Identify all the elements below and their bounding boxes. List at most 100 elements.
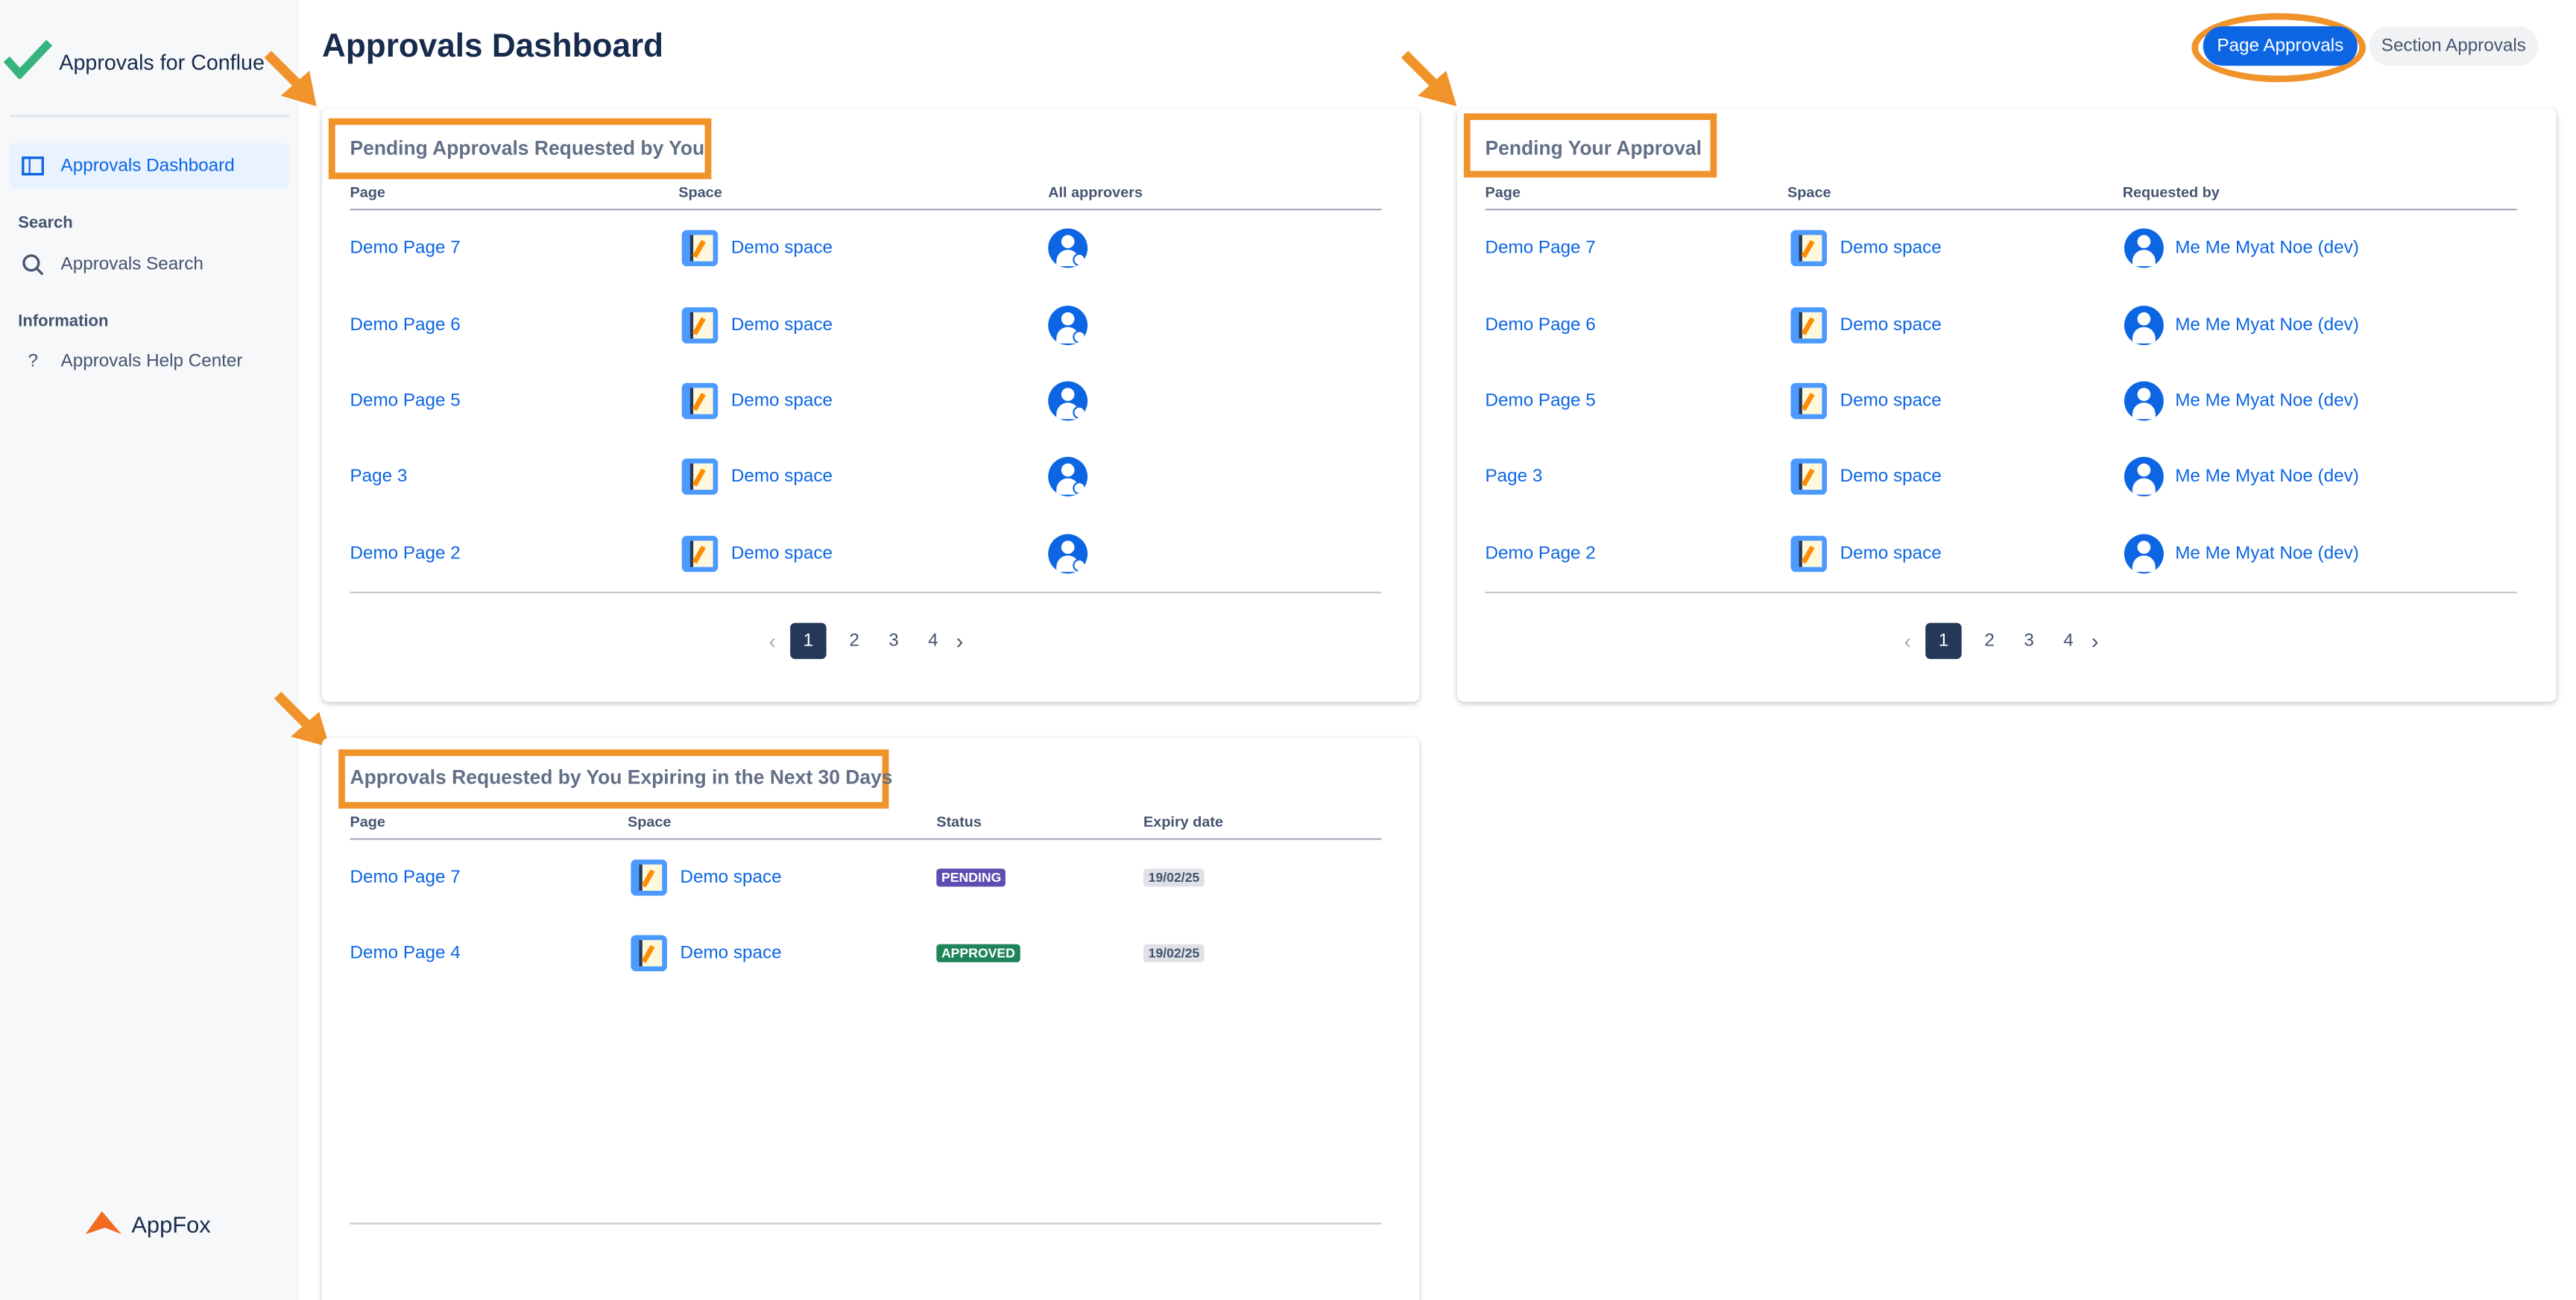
column-header: All approvers — [1048, 183, 1143, 201]
annotation-box — [338, 749, 889, 809]
column-header: Requested by — [2122, 183, 2220, 201]
space-icon — [1790, 306, 1827, 343]
space-link[interactable]: Demo space — [730, 315, 833, 335]
page-button[interactable]: 1 — [790, 622, 827, 660]
space-icon — [681, 458, 719, 495]
space-link[interactable]: Demo space — [1840, 543, 1942, 564]
header-line — [1485, 209, 2517, 211]
panel — [322, 108, 1420, 702]
user-link[interactable]: Me Me Myat Noe (dev) — [2175, 467, 2359, 487]
column-header: Space — [678, 183, 722, 201]
panel-title: Approvals Requested by You Expiring in t… — [350, 766, 893, 789]
date-lozenge: 19/02/25 — [1143, 944, 1205, 962]
avatar — [2124, 456, 2164, 496]
page-button[interactable]: 4 — [928, 631, 938, 651]
page-link[interactable]: Page 3 — [350, 467, 408, 487]
prev-page: ‹ — [1904, 628, 1912, 654]
avatar — [2124, 533, 2164, 573]
section-title: Search — [18, 214, 73, 233]
panel — [322, 737, 1420, 1300]
appfox-logo — [85, 1211, 122, 1234]
space-link[interactable]: Demo space — [1840, 238, 1942, 259]
space-icon — [681, 382, 719, 420]
sidebar — [0, 0, 300, 1300]
nav-item[interactable]: Approvals Search — [60, 254, 203, 275]
space-icon — [1790, 458, 1827, 495]
avatar — [2124, 304, 2164, 344]
page-button[interactable]: 2 — [1984, 631, 1995, 651]
divider — [10, 115, 289, 117]
page-button[interactable]: 2 — [849, 631, 859, 651]
next-page: › — [956, 628, 964, 654]
page-title: Approvals Dashboard — [322, 28, 664, 66]
status-lozenge: PENDING — [936, 868, 1006, 887]
page-button[interactable]: 1 — [1925, 622, 1962, 660]
space-icon — [681, 534, 719, 572]
space-icon — [1790, 382, 1827, 420]
user-link[interactable]: Me Me Myat Noe (dev) — [2175, 315, 2359, 335]
column-header: Page — [350, 183, 385, 201]
space-link[interactable]: Demo space — [730, 238, 833, 259]
prev-page: ‹ — [768, 628, 777, 654]
page-link[interactable]: Demo Page 6 — [350, 315, 461, 335]
annotation-box — [1463, 113, 1717, 178]
date-lozenge: 19/02/25 — [1143, 868, 1205, 887]
header-line — [350, 838, 1382, 840]
avatar — [2124, 228, 2164, 268]
section-title: Information — [18, 313, 109, 332]
status-lozenge: APPROVED — [936, 944, 1020, 962]
annotation-ellipse — [2191, 13, 2366, 83]
space-link[interactable]: Demo space — [680, 868, 782, 888]
nav-active[interactable] — [10, 142, 289, 189]
user-link[interactable]: Me Me Myat Noe (dev) — [2175, 391, 2359, 411]
app-name: Approvals for Conflue — [59, 50, 265, 75]
footer-brand: AppFox — [131, 1211, 211, 1238]
page-link[interactable]: Demo Page 7 — [350, 238, 461, 259]
footer-line — [350, 1222, 1382, 1225]
tab-active[interactable]: Page Approvals — [2203, 26, 2358, 66]
page-link[interactable]: Demo Page 4 — [350, 943, 461, 964]
panel — [1457, 108, 2557, 702]
page-link[interactable]: Demo Page 5 — [1485, 391, 1596, 411]
page-link[interactable]: Demo Page 2 — [1485, 543, 1596, 564]
page-button[interactable]: 4 — [2063, 631, 2074, 651]
space-link[interactable]: Demo space — [730, 391, 833, 411]
avatar — [1048, 228, 1088, 268]
page-link[interactable]: Demo Page 7 — [1485, 238, 1596, 259]
avatar — [1048, 533, 1088, 573]
space-link[interactable]: Demo space — [1840, 391, 1942, 411]
annotation-box — [328, 118, 712, 180]
avatar — [1048, 381, 1088, 421]
page-button[interactable]: 3 — [2024, 631, 2034, 651]
column-header: Space — [1787, 183, 1831, 201]
user-link[interactable]: Me Me Myat Noe (dev) — [2175, 238, 2359, 259]
next-page: › — [2091, 628, 2099, 654]
avatar — [2124, 381, 2164, 421]
page-link[interactable]: Page 3 — [1485, 467, 1543, 487]
space-link[interactable]: Demo space — [1840, 315, 1942, 335]
page-link[interactable]: Demo Page 2 — [350, 543, 461, 564]
page-link[interactable]: Demo Page 7 — [350, 868, 461, 888]
page-button[interactable]: 3 — [888, 631, 899, 651]
space-link[interactable]: Demo space — [680, 943, 782, 964]
space-icon — [681, 306, 719, 343]
column-header: Page — [350, 813, 385, 830]
space-link[interactable]: Demo space — [730, 543, 833, 564]
column-header: Expiry date — [1143, 813, 1224, 830]
space-icon — [631, 859, 667, 896]
nav-item[interactable]: Approvals Dashboard — [60, 156, 235, 176]
space-icon — [1790, 534, 1827, 572]
avatar — [1048, 304, 1088, 344]
tab[interactable]: Section Approvals — [2369, 26, 2539, 66]
space-link[interactable]: Demo space — [730, 467, 833, 487]
space-icon — [1790, 230, 1827, 267]
user-link[interactable]: Me Me Myat Noe (dev) — [2175, 543, 2359, 564]
page-link[interactable]: Demo Page 5 — [350, 391, 461, 411]
page-link[interactable]: Demo Page 6 — [1485, 315, 1596, 335]
space-icon — [681, 230, 719, 267]
column-header: Status — [936, 813, 982, 830]
nav-item[interactable]: Approvals Help Center — [60, 351, 243, 372]
space-link[interactable]: Demo space — [1840, 467, 1942, 487]
